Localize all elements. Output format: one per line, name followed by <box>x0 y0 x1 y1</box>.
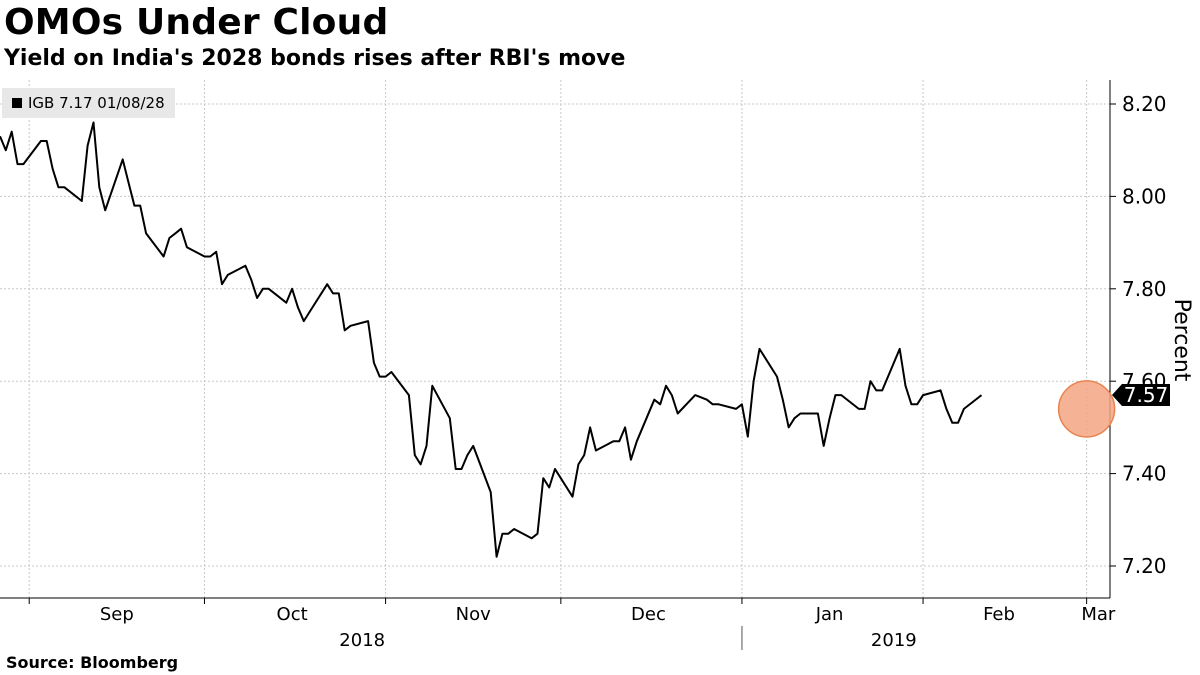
grid <box>0 80 1110 598</box>
y-tick-label: 7.20 <box>1122 554 1167 578</box>
legend-swatch <box>12 98 22 108</box>
x-year-label: 2019 <box>871 630 917 651</box>
x-month-label: Sep <box>100 604 134 625</box>
y-tick-label: 7.80 <box>1122 277 1167 301</box>
legend-label: IGB 7.17 01/08/28 <box>28 94 165 112</box>
x-month-label: Nov <box>456 604 491 625</box>
chart-title: OMOs Under Cloud <box>4 2 389 43</box>
x-month-label: Feb <box>983 604 1015 625</box>
x-month-label: Dec <box>631 604 666 625</box>
series-layer <box>0 121 1116 558</box>
chart-subtitle: Yield on India's 2028 bonds rises after … <box>4 46 626 71</box>
source-note: Source: Bloomberg <box>6 653 179 672</box>
y-axis-label: Percent <box>1169 299 1194 382</box>
x-year-label: 2018 <box>339 630 385 651</box>
y-tick-label: 8.00 <box>1122 184 1167 208</box>
last-value-badge <box>1112 384 1170 407</box>
y-tick-label: 8.20 <box>1122 92 1167 116</box>
x-month-label: Jan <box>815 604 844 625</box>
legend: IGB 7.17 01/08/28 <box>2 88 175 118</box>
x-month-label: Oct <box>277 604 308 625</box>
highlight-circle <box>1057 380 1116 438</box>
last-value-label: 7.57 <box>1124 383 1169 407</box>
series-line <box>0 121 983 558</box>
x-month-label: Mar <box>1081 604 1116 625</box>
y-tick-label: 7.40 <box>1122 462 1167 486</box>
